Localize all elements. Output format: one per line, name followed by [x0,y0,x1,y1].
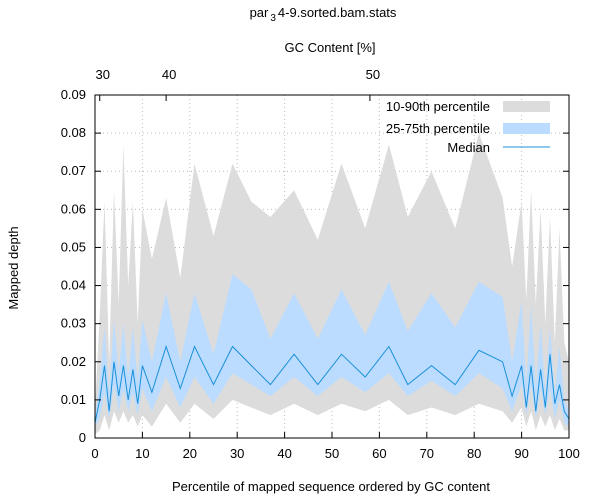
legend-swatch-10-90 [503,101,550,112]
top-tick-label: 50 [366,67,380,82]
legend-label-10-90: 10-90th percentile [386,99,490,114]
y-tick-label: 0.06 [61,201,86,216]
y-tick-label: 0 [79,430,86,445]
y-axis-label: Mapped depth [6,226,21,309]
band-25-75-percentile [95,274,569,427]
axis-ticks: 0 0.01 0.02 0.03 0.04 0.05 0.06 0.07 0.08 0.09 0 10… [61,67,580,461]
legend-label-25-75: 25-75th percentile [386,121,490,136]
top-tick-label: 40 [162,67,176,82]
plot-areas [94,133,570,435]
y-tick-label: 0.08 [61,125,86,140]
top-tick-label: 30 [96,67,110,82]
x-tick-label: 90 [514,446,528,461]
x-tick-label: 20 [183,446,197,461]
x-tick-label: 80 [467,446,481,461]
x-tick-label: 10 [135,446,149,461]
y-tick-label: 0.02 [61,354,86,369]
x-tick-label: 40 [277,446,291,461]
y-tick-label: 0.07 [61,163,86,178]
legend-label-median: Median [447,140,490,155]
y-tick-label: 0.09 [61,87,86,102]
x-tick-label: 30 [230,446,244,461]
x-tick-label: 60 [372,446,386,461]
x-tick-label: 100 [558,446,580,461]
chart-title: par 3 4-9.sorted.bam.stats [250,5,397,24]
y-tick-label: 0.05 [61,239,86,254]
x-tick-label: 50 [325,446,339,461]
y-tick-label: 0.04 [61,278,86,293]
x-tick-label: 70 [420,446,434,461]
legend-swatch-25-75 [503,123,550,134]
legend: 10-90th percentile 25-75th percentile Me… [386,99,550,155]
y-tick-label: 0.03 [61,316,86,331]
band-10-90-percentile [95,133,569,435]
x-axis-label: Percentile of mapped sequence ordered by… [172,479,490,494]
y-tick-label: 0.01 [61,392,86,407]
x-tick-label: 0 [91,446,98,461]
median-line [94,344,570,423]
top-axis-label: GC Content [%] [284,40,375,55]
